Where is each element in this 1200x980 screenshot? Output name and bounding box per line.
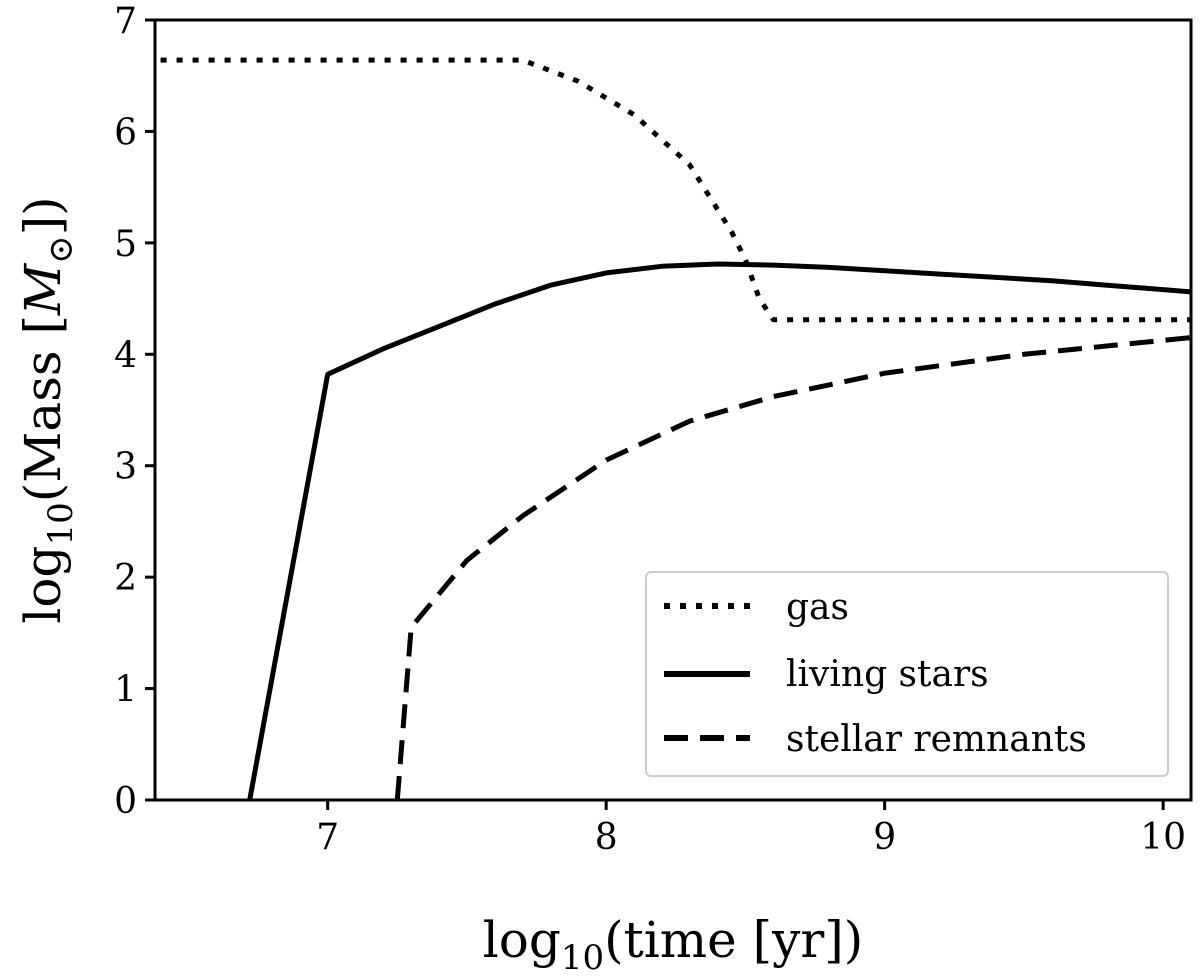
x-tick-label: 10 (1140, 817, 1186, 858)
tick-layer: 7 8 9 10 0 1 2 3 4 5 6 7 (114, 1, 1186, 858)
legend: gas living stars stellar remnants (645, 571, 1169, 777)
x-axis-label: log10(time [yr]) (483, 911, 864, 978)
x-tick-label: 9 (873, 817, 896, 858)
series-line-gas (160, 57, 1191, 323)
y-tick-label: 6 (114, 112, 137, 153)
series-line-stellar-remnants (394, 335, 1191, 800)
y-tick-label: 3 (114, 447, 137, 488)
legend-label-stellar-remnants: stellar remnants (786, 719, 1087, 760)
series-line-living-stars (247, 261, 1191, 800)
y-axis-label-italic: M (14, 262, 72, 316)
y-axis-label: log10(Mass [M⊙]) (14, 196, 81, 623)
x-axis-label-sub: 10 (561, 938, 604, 978)
plot-frame (153, 18, 1193, 802)
y-axis-label-sym: ⊙ (41, 235, 81, 264)
legend-box (645, 571, 1169, 777)
x-tick-label: 8 (595, 817, 618, 858)
legend-label-gas: gas (786, 587, 849, 628)
y-axis-label-sub: 10 (41, 502, 81, 545)
y-tick-label: 7 (114, 1, 137, 42)
y-tick-label: 2 (114, 558, 137, 599)
y-axis-label-post: (Mass [ (14, 315, 72, 502)
y-tick-label: 0 (114, 781, 137, 822)
y-axis-label-end: ]) (14, 196, 72, 235)
x-tick-label: 7 (316, 817, 339, 858)
series-layer (160, 57, 1191, 800)
y-tick-label: 4 (114, 335, 137, 376)
x-axis-label-pre: log (483, 911, 561, 969)
y-axis-label-pre: log (14, 546, 72, 624)
y-tick-label: 5 (114, 224, 137, 265)
legend-label-living-stars: living stars (786, 654, 989, 695)
x-axis-label-post: (time [yr]) (604, 911, 863, 969)
y-tick-label: 1 (114, 670, 137, 711)
